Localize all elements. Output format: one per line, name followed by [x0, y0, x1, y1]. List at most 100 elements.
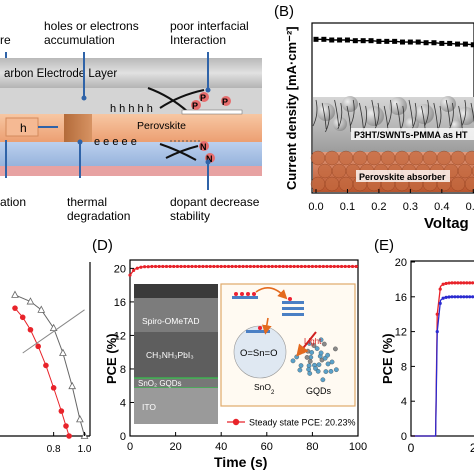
- inset-sphere: [342, 96, 358, 112]
- absorber-grain: [366, 150, 382, 166]
- inset-fiber: [359, 102, 364, 130]
- panel-e-point: [456, 281, 460, 285]
- inset-fiber: [321, 102, 327, 130]
- panel-d-letter: (D): [92, 237, 113, 254]
- panel-e-y-tick-label: 16: [395, 292, 407, 304]
- panel-b-x-ticks: 0.0 0.1 0.2 0.3 0.4 0.5: [308, 189, 474, 213]
- panel-b-point: [423, 40, 429, 46]
- panel-e-point: [438, 287, 442, 291]
- inset-fiber: [424, 99, 429, 127]
- gqd-atom: [307, 359, 313, 364]
- p-dopant-1: [199, 92, 209, 102]
- panel-d-point: [252, 264, 256, 269]
- panel-d-legend-marker: [232, 418, 240, 426]
- panel-e-ylabel: PCE (%): [380, 333, 395, 384]
- panel-c-series: [11, 290, 89, 439]
- polymer-strand-top-2: [159, 89, 205, 109]
- absorber-grain: [352, 150, 368, 166]
- inset-fiber: [387, 99, 392, 127]
- panel-d-point: [197, 264, 201, 269]
- panel-d-y-tick-label: 16: [114, 297, 126, 309]
- panel-c-series-line: [14, 307, 70, 437]
- panel-b-point: [470, 42, 474, 48]
- panel-b-point: [400, 39, 405, 45]
- gqd-atom: [306, 367, 311, 372]
- scheme-light-label: Light: [304, 337, 322, 346]
- panel-e-point: [471, 295, 474, 299]
- panel-d-point: [350, 264, 355, 269]
- absorber-grain: [324, 150, 340, 166]
- panel-d-x-tick-label: 20: [169, 441, 181, 453]
- panel-e-point: [444, 281, 448, 286]
- panel-b-inset: P3HT/SWNTs-PMMA as HT Perovskite absorbe…: [310, 96, 474, 192]
- panel-b-point: [329, 37, 335, 43]
- panel-b-point: [407, 39, 413, 45]
- transfer-arrow-2: [262, 317, 272, 335]
- energy-level-4: [282, 313, 304, 316]
- callout-line: thermal: [67, 195, 107, 209]
- inset-fiber: [433, 102, 439, 130]
- panel-d-y-tick-label: 20: [114, 263, 126, 275]
- p-label-1: P: [200, 93, 206, 103]
- inset-fiber: [374, 102, 380, 130]
- panel-d-ylabel: PCE (%): [104, 333, 119, 384]
- panel-e-point: [444, 295, 448, 299]
- panel-e-point: [438, 301, 442, 306]
- panel-d-point: [194, 264, 198, 269]
- p-dopant-2: [191, 100, 201, 110]
- panel-c-point: [66, 433, 72, 439]
- sem-ito-label: ITO: [142, 402, 156, 412]
- panel-d-point: [263, 264, 267, 269]
- callout-left-top: re: [0, 33, 11, 47]
- panel-d-point: [226, 264, 231, 269]
- inset-fiber: [396, 102, 401, 130]
- panel-d-point: [139, 265, 143, 269]
- callout-line: re: [0, 33, 11, 47]
- panel-d-point: [354, 264, 358, 269]
- absorber-grain: [408, 150, 424, 166]
- panel-e-y-tick-label: 12: [395, 327, 407, 339]
- panel-e-letter: (E): [374, 237, 394, 254]
- panel-c-chart: 0.8 1.0: [0, 262, 92, 455]
- perovskite-label: Perovskite: [137, 120, 186, 132]
- panel-b-point: [462, 41, 468, 47]
- n-label-1: N: [200, 142, 207, 152]
- panel-c-point: [50, 385, 57, 391]
- absorber-grain: [338, 176, 354, 192]
- panel-c-series-line: [22, 309, 85, 354]
- panel-e-x-tick-label: 20: [470, 441, 474, 455]
- panel-d-point: [270, 264, 274, 269]
- panel-d-xlabel: Time (s): [214, 454, 267, 470]
- absorber-grain: [450, 176, 466, 192]
- panel-b-letter: (B): [274, 3, 294, 20]
- panel-d-y-tick-label: 8: [120, 364, 126, 376]
- inset-sphere: [440, 96, 456, 112]
- inset-fiber: [461, 99, 467, 127]
- panel-d-point: [161, 264, 165, 269]
- panel-c-x-tick-label: 0.8: [47, 444, 61, 455]
- interface-plate: [181, 109, 243, 115]
- panel-d-point: [241, 264, 245, 269]
- p-dopant-3: [221, 96, 231, 106]
- panel-c-point: [37, 305, 46, 313]
- transfer-arrow-1: [255, 287, 288, 300]
- panel-c-point: [68, 381, 77, 390]
- panel-c-point: [11, 290, 19, 298]
- gqd-atom: [325, 352, 330, 358]
- inset-fiber: [449, 102, 454, 130]
- panel-e-chart: (E) 0 20 0 4 8 12 16 20 PCE (%): [374, 237, 474, 455]
- thermal-degradation-block: [64, 114, 92, 142]
- n-label-2: N: [206, 154, 213, 164]
- energy-level-3: [282, 307, 304, 310]
- absorber-grain: [450, 150, 466, 166]
- panel-d-point: [277, 264, 282, 269]
- gqd-atom: [329, 359, 335, 365]
- panel-d-point: [336, 264, 340, 269]
- panel-e-x-ticks: 0 20: [408, 432, 474, 455]
- panel-e-y-tick-label: 4: [401, 396, 407, 408]
- panel-e-series: [411, 281, 474, 437]
- inset-htl-label: P3HT/SWNTs-PMMA as HT: [354, 130, 468, 140]
- scheme-sno2-label: SnO: [254, 382, 271, 392]
- panel-b-point: [431, 40, 437, 46]
- gqd-atom: [328, 369, 334, 374]
